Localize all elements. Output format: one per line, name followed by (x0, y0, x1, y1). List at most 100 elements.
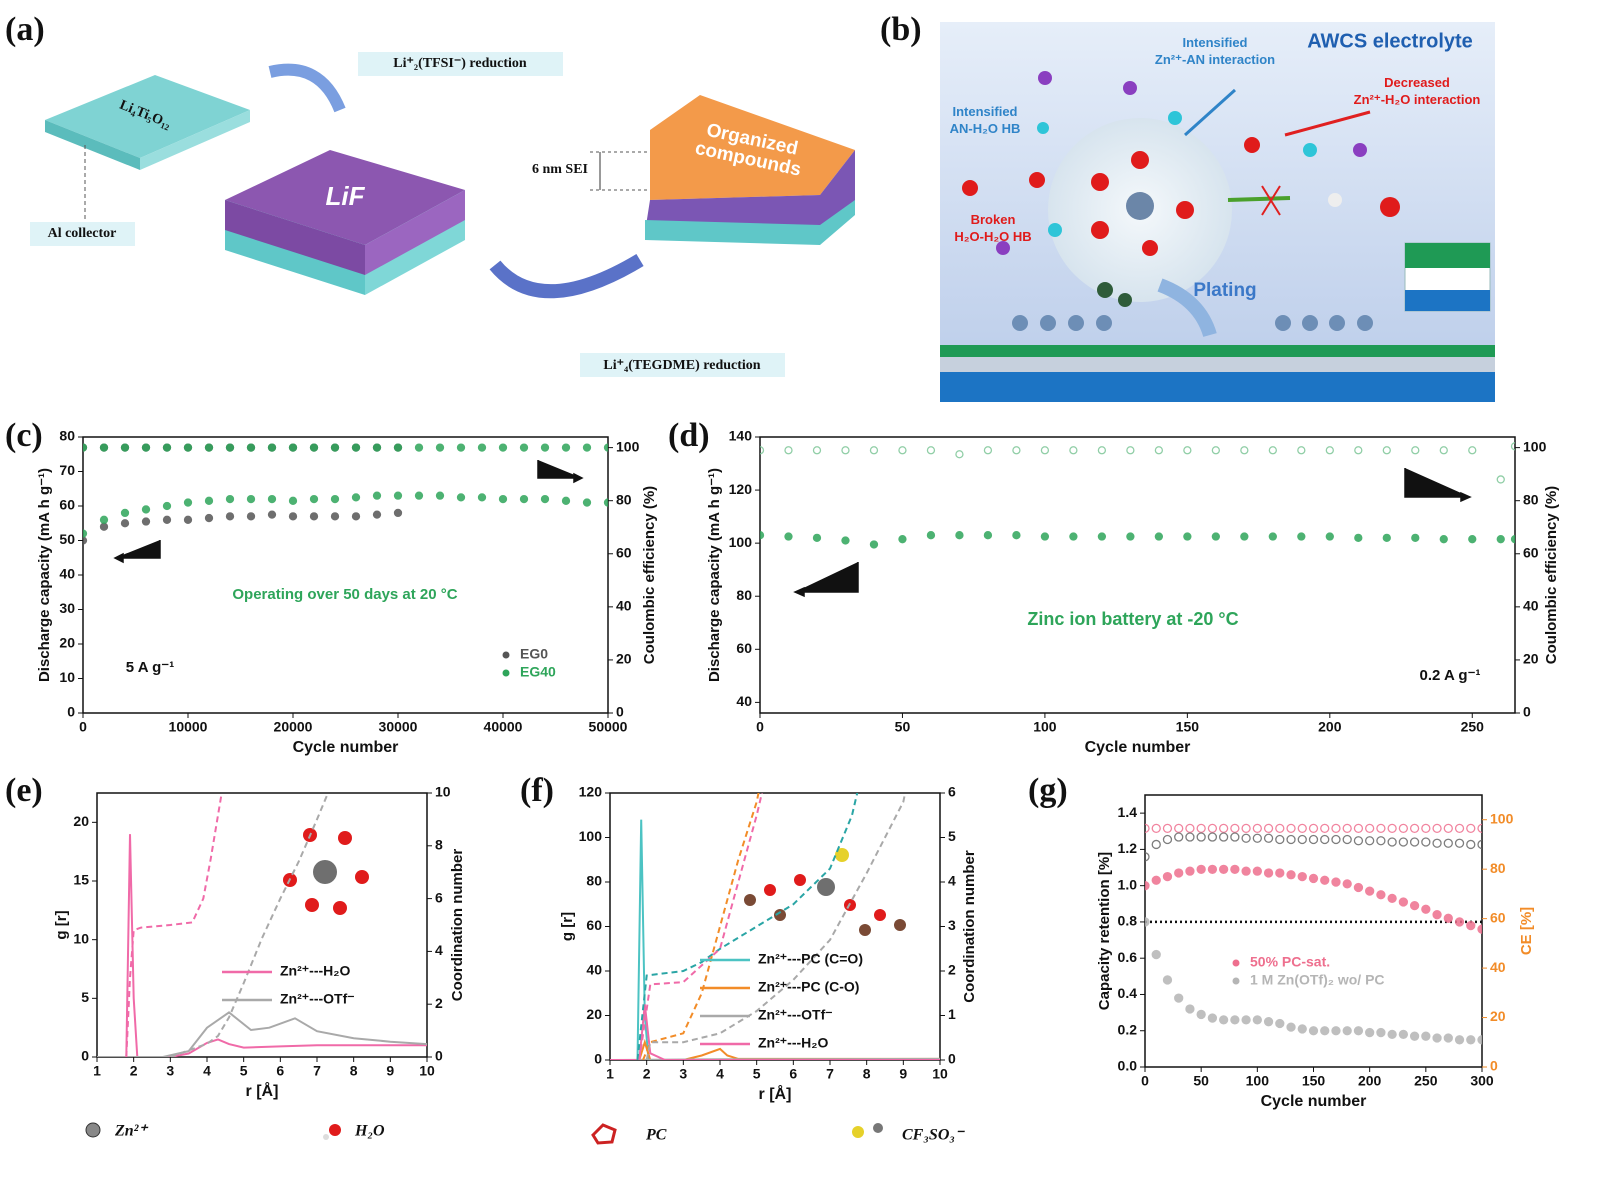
y2-tick-label: 6 (435, 889, 443, 905)
legend-swatch (1232, 959, 1240, 967)
data-point (1409, 837, 1420, 847)
y-tick-label: 20 (59, 635, 75, 651)
label-box (580, 353, 785, 377)
data-point (1185, 866, 1195, 876)
data-point (1308, 873, 1319, 884)
data-point (1382, 446, 1391, 455)
data-point (1126, 446, 1135, 455)
data-point (477, 493, 487, 502)
y-axis-label: Capacity retention [%] (1096, 852, 1113, 1010)
data-point (561, 496, 571, 505)
y2-tick-label: 100 (1490, 810, 1514, 826)
y2-tick-label: 10 (435, 784, 451, 800)
data-point (99, 515, 109, 524)
data-point (435, 491, 445, 500)
cross (1261, 185, 1281, 216)
x-tick-label: 250 (1461, 719, 1485, 735)
data-point (1252, 833, 1262, 843)
x-tick-label: 4 (716, 1066, 724, 1082)
data-point (183, 498, 193, 507)
data-point (1174, 868, 1184, 878)
data-point (1174, 823, 1184, 834)
data-point (1320, 823, 1330, 834)
y2-tick-label: 8 (435, 837, 443, 853)
data-point (1211, 446, 1220, 455)
data-point (1183, 446, 1192, 455)
data-point (1382, 533, 1391, 542)
data-point (1477, 823, 1482, 834)
label: Al collector (48, 226, 117, 241)
data-point (1297, 871, 1307, 882)
data-point (1241, 1015, 1251, 1025)
y2-tick-label: 6 (948, 784, 956, 800)
y2-tick-label: 20 (1490, 1008, 1506, 1024)
data-point (1354, 533, 1363, 542)
data-point (1466, 1035, 1476, 1045)
data-point (1398, 1029, 1409, 1040)
molecule-legend: Zn²⁺ H₂O PC CF₃SO₃⁻ (85, 1122, 965, 1145)
slab-label: LiF (326, 181, 366, 211)
y2-tick-label: 60 (616, 544, 632, 560)
diagram-b: AWCS electrolyte Intensified Zn²⁺-AN inte… (940, 22, 1495, 402)
y-tick-label: 15 (73, 872, 89, 888)
data-point (1183, 532, 1192, 541)
x-tick-label: 10000 (169, 719, 208, 735)
data-point (1421, 823, 1431, 834)
x-tick-label: 2 (643, 1066, 651, 1082)
legend-label: Zn²⁺---PC (C=O) (758, 951, 863, 967)
y-tick-label: 40 (736, 693, 752, 709)
arrow (1157, 278, 1217, 338)
data-point (1443, 1033, 1453, 1043)
data-point (498, 494, 508, 504)
data-point (1040, 446, 1050, 455)
data-point (1354, 446, 1363, 455)
title: AWCS electrolyte (1307, 30, 1473, 52)
panel-label: (c) (5, 417, 43, 454)
y2-tick-label: 20 (616, 651, 632, 667)
legend-label: Zn²⁺---PC (C-O) (758, 979, 859, 995)
y-tick-label: 80 (586, 873, 602, 889)
data-point (183, 443, 193, 452)
y2-tick-label: 40 (616, 598, 632, 614)
data-layer (83, 443, 608, 545)
data-point (1240, 446, 1249, 455)
y-tick-label: 30 (59, 600, 75, 616)
y-tick-label: 0.8 (1118, 913, 1138, 929)
y-tick-label: 100 (729, 534, 753, 550)
data-point (1477, 1035, 1482, 1045)
data-point (1409, 823, 1420, 834)
y-tick-label: 0 (67, 704, 75, 720)
x-tick-label: 100 (1246, 1073, 1270, 1089)
data-point (1320, 1026, 1330, 1036)
h-atom (1328, 193, 1342, 207)
chart: 0 50 100 150 200 250 40 60 80 100 120 140 0 20 40 60 80 1… (706, 428, 1560, 757)
data-point (1398, 823, 1409, 834)
data-point (1297, 834, 1307, 845)
data-point (1331, 834, 1341, 845)
data-point (1012, 531, 1021, 540)
data-point (1275, 1018, 1285, 1029)
data-point (1320, 875, 1330, 885)
data-point (225, 512, 235, 521)
data-point (1241, 833, 1251, 843)
data-point (330, 512, 340, 521)
data-point (83, 529, 88, 538)
slab (225, 150, 465, 245)
x-tick-label: 20000 (274, 719, 313, 735)
data-point (246, 494, 256, 504)
data-point (1432, 1033, 1442, 1043)
annotation: Operating over 50 days at 20 °C (232, 586, 457, 603)
data-layer (760, 442, 1515, 549)
data-point (99, 443, 109, 452)
data-point (351, 493, 361, 502)
x-tick-label: 7 (826, 1066, 834, 1082)
panel-label: (g) (1028, 772, 1068, 809)
panel-label: (e) (5, 772, 43, 809)
data-point (1040, 532, 1050, 541)
data-point (1477, 839, 1482, 850)
label: 6 nm SEI (532, 162, 588, 177)
y-tick-label: 5 (81, 989, 89, 1005)
